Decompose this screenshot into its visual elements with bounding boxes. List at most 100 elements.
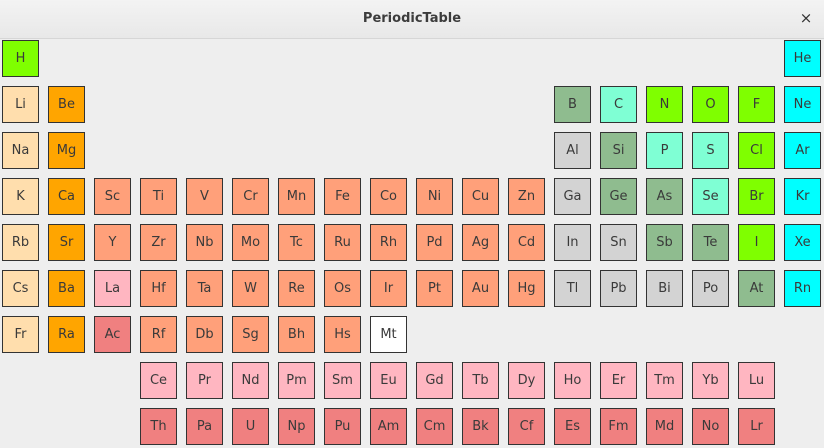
- element-cell-hf[interactable]: Hf: [140, 270, 177, 307]
- element-cell-sm[interactable]: Sm: [324, 362, 361, 399]
- element-cell-cm[interactable]: Cm: [416, 408, 453, 445]
- element-cell-md[interactable]: Md: [646, 408, 683, 445]
- element-cell-bi[interactable]: Bi: [646, 270, 683, 307]
- element-cell-sc[interactable]: Sc: [94, 178, 131, 215]
- element-cell-c[interactable]: C: [600, 86, 637, 123]
- element-cell-xe[interactable]: Xe: [784, 224, 821, 261]
- element-cell-hs[interactable]: Hs: [324, 316, 361, 353]
- element-cell-am[interactable]: Am: [370, 408, 407, 445]
- element-cell-y[interactable]: Y: [94, 224, 131, 261]
- element-cell-es[interactable]: Es: [554, 408, 591, 445]
- element-cell-kr[interactable]: Kr: [784, 178, 821, 215]
- element-cell-rn[interactable]: Rn: [784, 270, 821, 307]
- element-cell-fr[interactable]: Fr: [2, 316, 39, 353]
- element-cell-ga[interactable]: Ga: [554, 178, 591, 215]
- element-cell-hg[interactable]: Hg: [508, 270, 545, 307]
- element-cell-tm[interactable]: Tm: [646, 362, 683, 399]
- element-cell-si[interactable]: Si: [600, 132, 637, 169]
- element-cell-w[interactable]: W: [232, 270, 269, 307]
- element-cell-ne[interactable]: Ne: [784, 86, 821, 123]
- element-cell-ra[interactable]: Ra: [48, 316, 85, 353]
- element-cell-yb[interactable]: Yb: [692, 362, 729, 399]
- element-cell-zn[interactable]: Zn: [508, 178, 545, 215]
- element-cell-tb[interactable]: Tb: [462, 362, 499, 399]
- element-cell-mg[interactable]: Mg: [48, 132, 85, 169]
- element-cell-dy[interactable]: Dy: [508, 362, 545, 399]
- element-cell-as[interactable]: As: [646, 178, 683, 215]
- element-cell-bh[interactable]: Bh: [278, 316, 315, 353]
- element-cell-pm[interactable]: Pm: [278, 362, 315, 399]
- element-cell-u[interactable]: U: [232, 408, 269, 445]
- element-cell-se[interactable]: Se: [692, 178, 729, 215]
- element-cell-au[interactable]: Au: [462, 270, 499, 307]
- element-cell-ta[interactable]: Ta: [186, 270, 223, 307]
- element-cell-be[interactable]: Be: [48, 86, 85, 123]
- element-cell-cd[interactable]: Cd: [508, 224, 545, 261]
- element-cell-in[interactable]: In: [554, 224, 591, 261]
- element-cell-ni[interactable]: Ni: [416, 178, 453, 215]
- element-cell-sb[interactable]: Sb: [646, 224, 683, 261]
- element-cell-cu[interactable]: Cu: [462, 178, 499, 215]
- element-cell-v[interactable]: V: [186, 178, 223, 215]
- element-cell-n[interactable]: N: [646, 86, 683, 123]
- element-cell-p[interactable]: P: [646, 132, 683, 169]
- element-cell-ba[interactable]: Ba: [48, 270, 85, 307]
- element-cell-eu[interactable]: Eu: [370, 362, 407, 399]
- element-cell-ag[interactable]: Ag: [462, 224, 499, 261]
- element-cell-la[interactable]: La: [94, 270, 131, 307]
- element-cell-te[interactable]: Te: [692, 224, 729, 261]
- element-cell-tl[interactable]: Tl: [554, 270, 591, 307]
- element-cell-cr[interactable]: Cr: [232, 178, 269, 215]
- element-cell-lu[interactable]: Lu: [738, 362, 775, 399]
- element-cell-ge[interactable]: Ge: [600, 178, 637, 215]
- element-cell-sn[interactable]: Sn: [600, 224, 637, 261]
- element-cell-ca[interactable]: Ca: [48, 178, 85, 215]
- element-cell-ce[interactable]: Ce: [140, 362, 177, 399]
- element-cell-th[interactable]: Th: [140, 408, 177, 445]
- element-cell-he[interactable]: He: [784, 40, 821, 77]
- element-cell-pt[interactable]: Pt: [416, 270, 453, 307]
- element-cell-np[interactable]: Np: [278, 408, 315, 445]
- element-cell-b[interactable]: B: [554, 86, 591, 123]
- element-cell-pu[interactable]: Pu: [324, 408, 361, 445]
- element-cell-rb[interactable]: Rb: [2, 224, 39, 261]
- element-cell-cf[interactable]: Cf: [508, 408, 545, 445]
- element-cell-rh[interactable]: Rh: [370, 224, 407, 261]
- element-cell-cs[interactable]: Cs: [2, 270, 39, 307]
- element-cell-f[interactable]: F: [738, 86, 775, 123]
- element-cell-ac[interactable]: Ac: [94, 316, 131, 353]
- element-cell-mt[interactable]: Mt: [370, 316, 407, 353]
- element-cell-fm[interactable]: Fm: [600, 408, 637, 445]
- element-cell-mo[interactable]: Mo: [232, 224, 269, 261]
- element-cell-pb[interactable]: Pb: [600, 270, 637, 307]
- element-cell-nd[interactable]: Nd: [232, 362, 269, 399]
- element-cell-sr[interactable]: Sr: [48, 224, 85, 261]
- element-cell-bk[interactable]: Bk: [462, 408, 499, 445]
- element-cell-er[interactable]: Er: [600, 362, 637, 399]
- element-cell-zr[interactable]: Zr: [140, 224, 177, 261]
- element-cell-al[interactable]: Al: [554, 132, 591, 169]
- element-cell-li[interactable]: Li: [2, 86, 39, 123]
- element-cell-o[interactable]: O: [692, 86, 729, 123]
- element-cell-rf[interactable]: Rf: [140, 316, 177, 353]
- element-cell-h[interactable]: H: [2, 40, 39, 77]
- element-cell-s[interactable]: S: [692, 132, 729, 169]
- element-cell-re[interactable]: Re: [278, 270, 315, 307]
- element-cell-ar[interactable]: Ar: [784, 132, 821, 169]
- element-cell-i[interactable]: I: [738, 224, 775, 261]
- element-cell-cl[interactable]: Cl: [738, 132, 775, 169]
- element-cell-po[interactable]: Po: [692, 270, 729, 307]
- element-cell-lr[interactable]: Lr: [738, 408, 775, 445]
- element-cell-gd[interactable]: Gd: [416, 362, 453, 399]
- element-cell-pd[interactable]: Pd: [416, 224, 453, 261]
- element-cell-na[interactable]: Na: [2, 132, 39, 169]
- element-cell-br[interactable]: Br: [738, 178, 775, 215]
- element-cell-ru[interactable]: Ru: [324, 224, 361, 261]
- element-cell-no[interactable]: No: [692, 408, 729, 445]
- element-cell-mn[interactable]: Mn: [278, 178, 315, 215]
- element-cell-k[interactable]: K: [2, 178, 39, 215]
- element-cell-ir[interactable]: Ir: [370, 270, 407, 307]
- element-cell-nb[interactable]: Nb: [186, 224, 223, 261]
- close-icon[interactable]: ×: [799, 9, 813, 27]
- element-cell-tc[interactable]: Tc: [278, 224, 315, 261]
